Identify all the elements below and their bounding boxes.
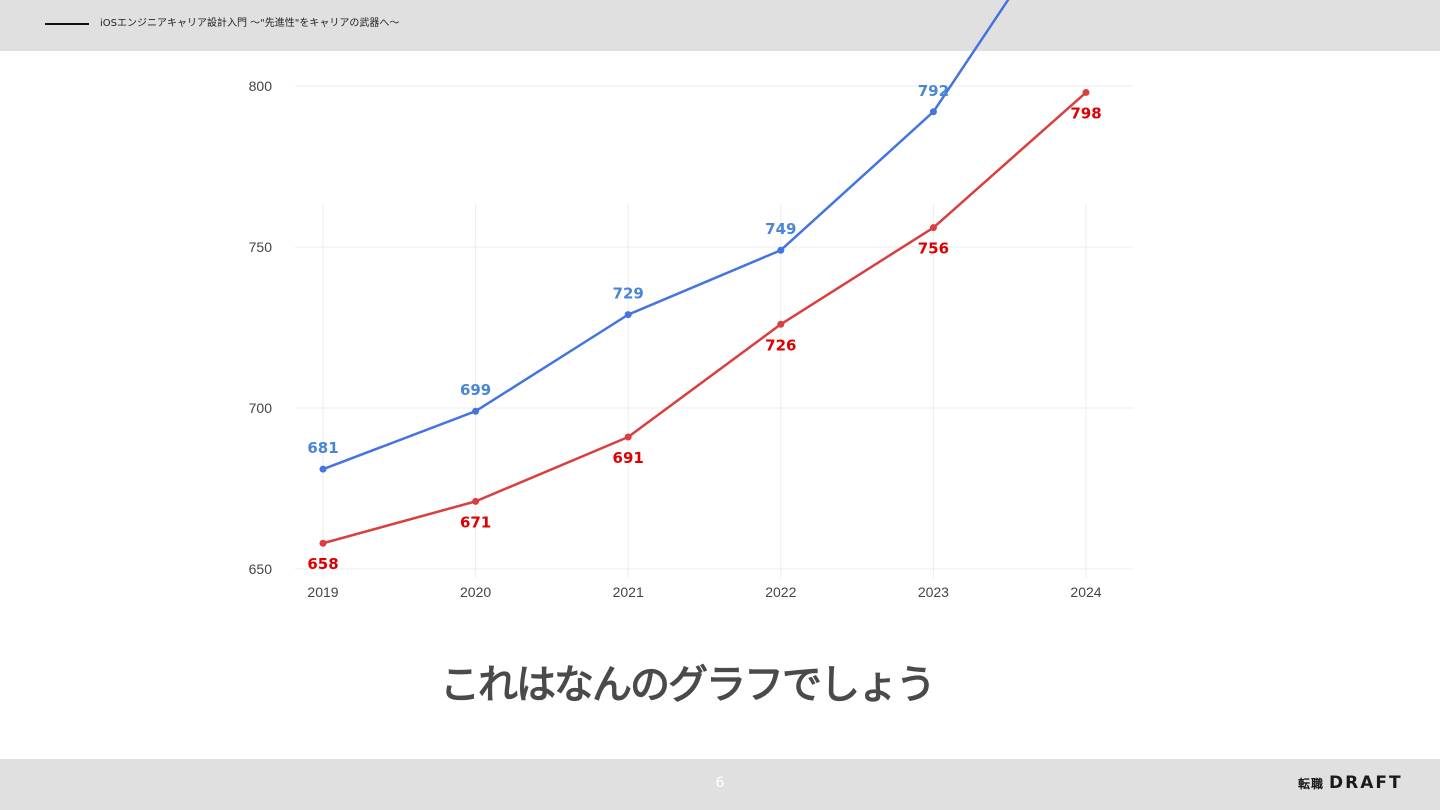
data-label: 691 [613,449,644,467]
x-tick-label: 2020 [460,584,491,600]
data-label: 749 [765,220,796,238]
data-point [472,407,480,415]
logo-kanji: 転職 [1298,776,1325,791]
data-label: 756 [918,240,949,258]
question-text: これはなんのグラフでしょう [440,662,936,708]
chart-axes: 650700750800850201920202021202220232024 [249,78,1102,600]
data-label: 729 [613,285,644,303]
data-label: 798 [1070,104,1101,122]
x-tick-label: 2022 [765,584,796,600]
data-point [777,246,785,254]
x-tick-label: 2021 [613,584,644,600]
chart-series [319,0,1090,547]
data-point [624,311,632,319]
x-tick-label: 2024 [1070,584,1101,600]
header-rule [45,23,89,25]
data-point [1082,88,1090,96]
deck-title: iOSエンジニアキャリア設計入門 〜"先進性"をキャリアの武器へ〜 [100,18,400,29]
data-point [472,497,480,505]
draft-logo: 転職 DRAFT [1298,773,1403,793]
series-line-1 [322,0,1010,471]
header-bar: iOSエンジニアキャリア設計入門 〜"先進性"をキャリアの武器へ〜 [0,0,1440,51]
data-label: 658 [307,555,338,573]
page-number: 6 [715,775,725,791]
data-label: 681 [307,439,338,457]
y-tick-label: 700 [249,400,273,416]
y-tick-label: 800 [249,78,273,94]
series-line-2 [322,91,1087,545]
data-label: 726 [765,336,796,354]
y-tick-label: 750 [249,239,273,255]
x-tick-label: 2019 [307,584,338,600]
chart-grid [295,85,1133,578]
data-point [319,465,327,473]
data-point [319,539,327,547]
footer-bar: 6 転職 DRAFT [0,759,1440,810]
x-tick-label: 2023 [918,584,949,600]
data-point [624,433,632,441]
logo-word: DRAFT [1329,773,1403,793]
data-label: 671 [460,513,491,531]
chart-data-labels: 681699729749792863658671691726756798 [307,82,1101,573]
data-point [929,108,937,116]
data-point [777,320,785,328]
data-label: 792 [918,82,949,100]
y-tick-label: 650 [249,561,273,577]
data-label: 699 [460,381,491,399]
data-point [929,224,937,232]
